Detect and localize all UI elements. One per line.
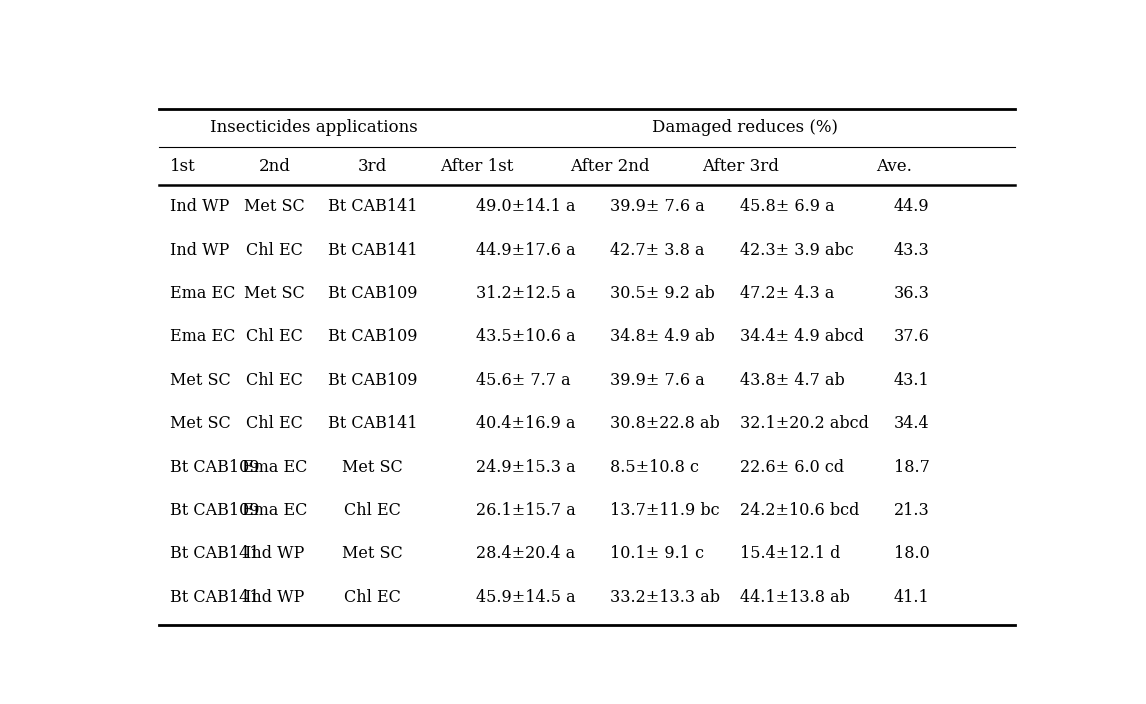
Text: 45.9±14.5 a: 45.9±14.5 a	[477, 589, 576, 605]
Text: Ema EC: Ema EC	[242, 502, 307, 519]
Text: 45.8± 6.9 a: 45.8± 6.9 a	[740, 199, 834, 215]
Text: 44.9±17.6 a: 44.9±17.6 a	[477, 241, 576, 259]
Text: Met SC: Met SC	[170, 372, 230, 389]
Text: Chl EC: Chl EC	[344, 502, 401, 519]
Text: 18.0: 18.0	[894, 546, 929, 562]
Text: Chl EC: Chl EC	[344, 589, 401, 605]
Text: Ind WP: Ind WP	[170, 199, 229, 215]
Text: 2nd: 2nd	[259, 158, 291, 175]
Text: Bt CAB141: Bt CAB141	[328, 241, 417, 259]
Text: 36.3: 36.3	[894, 285, 929, 302]
Text: Chl EC: Chl EC	[246, 415, 304, 432]
Text: 24.9±15.3 a: 24.9±15.3 a	[477, 458, 576, 476]
Text: Bt CAB109: Bt CAB109	[328, 329, 417, 346]
Text: 42.7± 3.8 a: 42.7± 3.8 a	[610, 241, 704, 259]
Text: Bt CAB141: Bt CAB141	[170, 589, 259, 605]
Text: 30.5± 9.2 ab: 30.5± 9.2 ab	[610, 285, 714, 302]
Text: Met SC: Met SC	[244, 285, 305, 302]
Text: Insecticides applications: Insecticides applications	[211, 120, 418, 137]
Text: Chl EC: Chl EC	[246, 241, 304, 259]
Text: Bt CAB109: Bt CAB109	[170, 458, 259, 476]
Text: 34.4: 34.4	[894, 415, 929, 432]
Text: After 1st: After 1st	[440, 158, 513, 175]
Text: 39.9± 7.6 a: 39.9± 7.6 a	[610, 372, 705, 389]
Text: Damaged reduces (%): Damaged reduces (%)	[652, 120, 838, 137]
Text: Ave.: Ave.	[876, 158, 912, 175]
Text: 1st: 1st	[170, 158, 196, 175]
Text: Bt CAB109: Bt CAB109	[170, 502, 259, 519]
Text: Bt CAB141: Bt CAB141	[328, 199, 417, 215]
Text: 13.7±11.9 bc: 13.7±11.9 bc	[610, 502, 720, 519]
Text: 10.1± 9.1 c: 10.1± 9.1 c	[610, 546, 704, 562]
Text: 44.9: 44.9	[894, 199, 929, 215]
Text: 44.1±13.8 ab: 44.1±13.8 ab	[740, 589, 850, 605]
Text: Bt CAB109: Bt CAB109	[328, 372, 417, 389]
Text: 34.4± 4.9 abcd: 34.4± 4.9 abcd	[740, 329, 864, 346]
Text: 32.1±20.2 abcd: 32.1±20.2 abcd	[740, 415, 869, 432]
Text: Ind WP: Ind WP	[245, 589, 305, 605]
Text: 43.5±10.6 a: 43.5±10.6 a	[477, 329, 576, 346]
Text: Ind WP: Ind WP	[170, 241, 229, 259]
Text: Ema EC: Ema EC	[170, 285, 235, 302]
Text: 31.2±12.5 a: 31.2±12.5 a	[477, 285, 576, 302]
Text: 33.2±13.3 ab: 33.2±13.3 ab	[610, 589, 720, 605]
Text: Ema EC: Ema EC	[170, 329, 235, 346]
Text: 24.2±10.6 bcd: 24.2±10.6 bcd	[740, 502, 860, 519]
Text: After 2nd: After 2nd	[570, 158, 650, 175]
Text: 42.3± 3.9 abc: 42.3± 3.9 abc	[740, 241, 854, 259]
Text: 21.3: 21.3	[894, 502, 929, 519]
Text: Bt CAB141: Bt CAB141	[170, 546, 259, 562]
Text: 49.0±14.1 a: 49.0±14.1 a	[477, 199, 575, 215]
Text: Met SC: Met SC	[170, 415, 230, 432]
Text: Bt CAB141: Bt CAB141	[328, 415, 417, 432]
Text: 45.6± 7.7 a: 45.6± 7.7 a	[477, 372, 571, 389]
Text: Bt CAB109: Bt CAB109	[328, 285, 417, 302]
Text: 18.7: 18.7	[894, 458, 929, 476]
Text: 43.8± 4.7 ab: 43.8± 4.7 ab	[740, 372, 845, 389]
Text: Ema EC: Ema EC	[242, 458, 307, 476]
Text: 34.8± 4.9 ab: 34.8± 4.9 ab	[610, 329, 714, 346]
Text: 3rd: 3rd	[358, 158, 387, 175]
Text: Chl EC: Chl EC	[246, 329, 304, 346]
Text: 41.1: 41.1	[894, 589, 929, 605]
Text: Met SC: Met SC	[244, 199, 305, 215]
Text: 15.4±12.1 d: 15.4±12.1 d	[740, 546, 840, 562]
Text: 39.9± 7.6 a: 39.9± 7.6 a	[610, 199, 705, 215]
Text: 43.3: 43.3	[894, 241, 929, 259]
Text: 22.6± 6.0 cd: 22.6± 6.0 cd	[740, 458, 845, 476]
Text: 47.2± 4.3 a: 47.2± 4.3 a	[740, 285, 834, 302]
Text: Met SC: Met SC	[342, 546, 402, 562]
Text: 40.4±16.9 a: 40.4±16.9 a	[477, 415, 575, 432]
Text: Met SC: Met SC	[342, 458, 402, 476]
Text: After 3rd: After 3rd	[701, 158, 778, 175]
Text: 8.5±10.8 c: 8.5±10.8 c	[610, 458, 699, 476]
Text: 37.6: 37.6	[894, 329, 929, 346]
Text: 43.1: 43.1	[894, 372, 929, 389]
Text: 30.8±22.8 ab: 30.8±22.8 ab	[610, 415, 720, 432]
Text: 28.4±20.4 a: 28.4±20.4 a	[477, 546, 575, 562]
Text: 26.1±15.7 a: 26.1±15.7 a	[477, 502, 576, 519]
Text: Ind WP: Ind WP	[245, 546, 305, 562]
Text: Chl EC: Chl EC	[246, 372, 304, 389]
